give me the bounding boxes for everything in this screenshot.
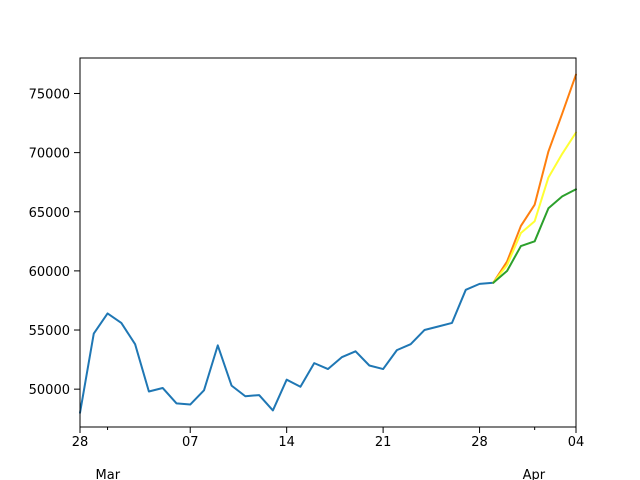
plot-frame: [79, 57, 577, 428]
x-tick-label: 14: [278, 435, 295, 450]
y-tick-label: 65000: [29, 206, 70, 221]
x-tick-label: 04: [568, 435, 585, 450]
y-tick-label: 75000: [29, 87, 70, 102]
y-tick-label: 50000: [29, 383, 70, 398]
series-line-3: [492, 131, 577, 284]
y-tick-label: 60000: [29, 265, 70, 280]
y-axis-ticks: 50000 55000 60000 65000 70000 75000: [29, 87, 80, 398]
y-tick-label: 55000: [29, 324, 70, 339]
x-tick-label: 07: [182, 435, 199, 450]
x-month-label: Mar: [96, 468, 121, 480]
x-axis-ticks: 28 07 14 21 28 04 Mar Apr: [72, 427, 585, 480]
y-tick-label: 70000: [29, 147, 70, 162]
x-tick-label: 28: [72, 435, 89, 450]
x-month-label: Apr: [523, 468, 546, 480]
series-line-4: [492, 188, 577, 284]
x-tick-label: 28: [471, 435, 488, 450]
series-line-2: [492, 73, 577, 284]
plot-series: [79, 73, 577, 414]
series-line-1: [79, 281, 495, 414]
x-tick-label: 21: [375, 435, 392, 450]
plot-area-border: [79, 57, 577, 428]
